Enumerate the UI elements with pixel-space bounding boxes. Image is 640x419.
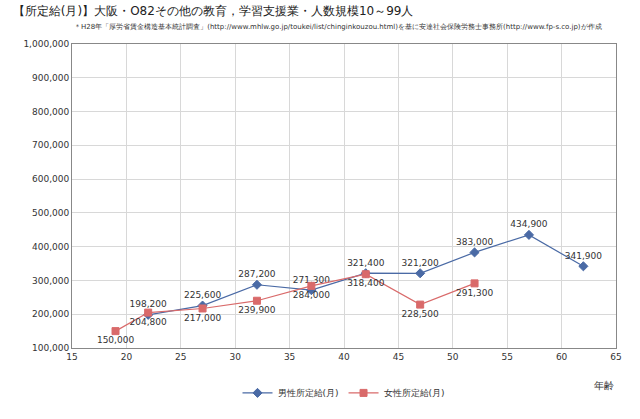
svg-text:383,000: 383,000 [456, 237, 493, 247]
svg-text:200,000: 200,000 [32, 309, 69, 319]
svg-text:600,000: 600,000 [32, 174, 69, 184]
svg-text:年齢: 年齢 [594, 380, 614, 391]
svg-text:228,500: 228,500 [402, 309, 439, 319]
svg-text:1,000,000: 1,000,000 [23, 39, 69, 49]
svg-text:男性所定給(月): 男性所定給(月) [278, 388, 339, 398]
svg-text:25: 25 [175, 352, 186, 362]
svg-text:318,400: 318,400 [347, 278, 384, 288]
svg-text:500,000: 500,000 [32, 208, 69, 218]
svg-text:50: 50 [447, 352, 459, 362]
svg-text:321,200: 321,200 [402, 258, 439, 268]
svg-text:100,000: 100,000 [32, 343, 69, 353]
svg-text:35: 35 [284, 352, 295, 362]
svg-text:204,800: 204,800 [130, 317, 167, 327]
svg-text:341,900: 341,900 [565, 251, 602, 261]
svg-text:＊H28年「厚労省賃金構造基本統計調査」(http://ww: ＊H28年「厚労省賃金構造基本統計調査」(http://www.mhlw.go.… [74, 23, 602, 31]
svg-text:65: 65 [610, 352, 621, 362]
svg-text:225,600: 225,600 [184, 290, 221, 300]
svg-text:300,000: 300,000 [32, 276, 69, 286]
svg-text:30: 30 [229, 352, 241, 362]
svg-text:20: 20 [121, 352, 133, 362]
svg-text:321,400: 321,400 [347, 258, 384, 268]
svg-text:287,200: 287,200 [238, 269, 275, 279]
svg-text:800,000: 800,000 [32, 107, 69, 117]
svg-text:434,900: 434,900 [510, 219, 547, 229]
svg-text:60: 60 [556, 352, 568, 362]
svg-text:271,300: 271,300 [293, 275, 330, 285]
svg-text:45: 45 [393, 352, 404, 362]
svg-text:900,000: 900,000 [32, 73, 69, 83]
svg-text:150,000: 150,000 [97, 335, 134, 345]
svg-text:【所定給(月)】大阪・O82その他の教育，学習支援業・人数規: 【所定給(月)】大阪・O82その他の教育，学習支援業・人数規模10～99人 [13, 4, 414, 18]
svg-text:55: 55 [501, 352, 512, 362]
svg-text:700,000: 700,000 [32, 140, 69, 150]
svg-text:284,000: 284,000 [293, 290, 330, 300]
svg-text:400,000: 400,000 [32, 242, 69, 252]
svg-text:217,000: 217,000 [184, 313, 221, 323]
svg-text:291,300: 291,300 [456, 288, 493, 298]
svg-text:198,200: 198,200 [130, 299, 167, 309]
svg-text:女性所定給(月): 女性所定給(月) [384, 388, 445, 398]
svg-text:40: 40 [338, 352, 350, 362]
svg-text:15: 15 [66, 352, 77, 362]
svg-text:239,900: 239,900 [238, 305, 275, 315]
